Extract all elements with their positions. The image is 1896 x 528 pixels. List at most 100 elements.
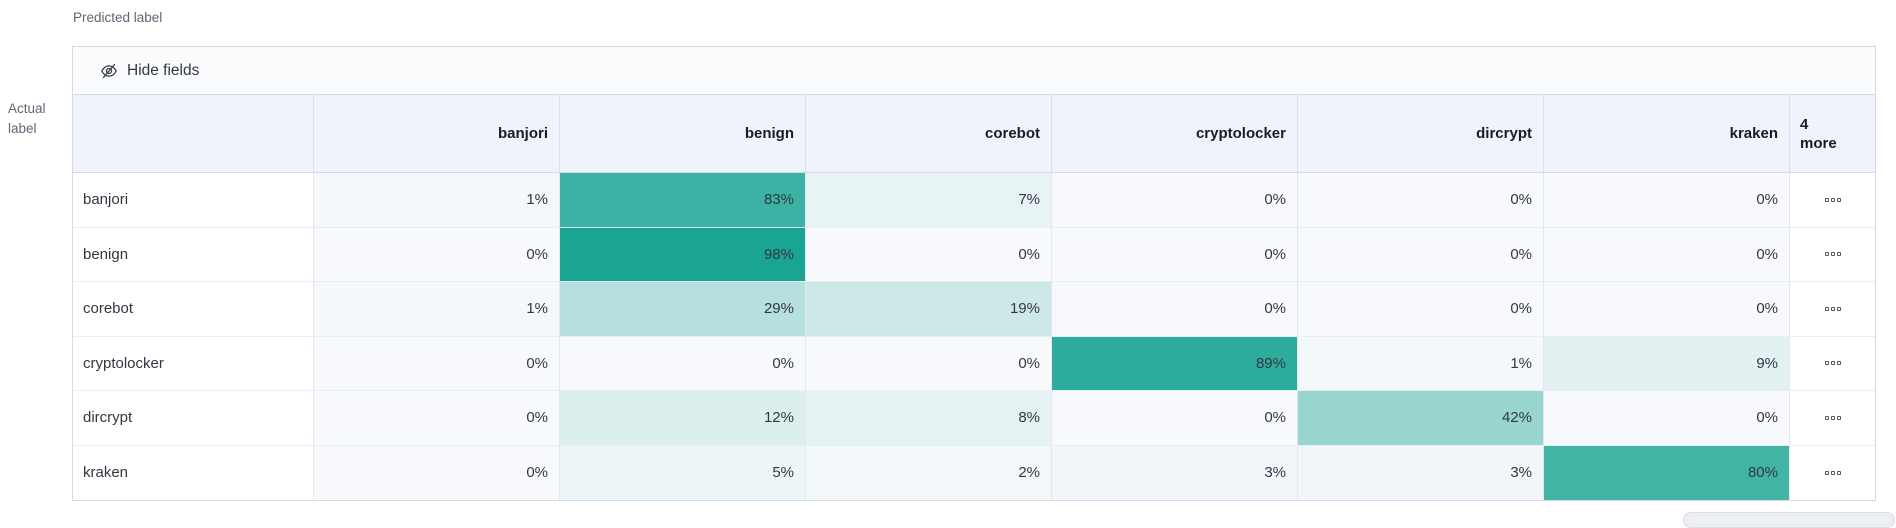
matrix-cell-corebot-dircrypt[interactable]: 0% bbox=[1298, 282, 1544, 337]
matrix-cell-benign-cryptolocker[interactable]: 0% bbox=[1052, 227, 1298, 282]
matrix-cell-corebot-corebot[interactable]: 19% bbox=[806, 282, 1052, 337]
matrix-cell-cryptolocker-kraken[interactable]: 9% bbox=[1544, 336, 1790, 391]
matrix-cell-benign-kraken[interactable]: 0% bbox=[1544, 227, 1790, 282]
box-dot bbox=[1836, 415, 1841, 420]
matrix-cell-corebot-cryptolocker[interactable]: 0% bbox=[1052, 282, 1298, 337]
box-dot bbox=[1836, 306, 1841, 311]
boxes-horizontal-icon bbox=[1824, 415, 1841, 420]
table-row-kraken: kraken 0% 5% 2% 3% 3% 80% bbox=[73, 445, 1875, 500]
more-column-count: 4 bbox=[1800, 115, 1809, 133]
row-more-actions-banjori[interactable] bbox=[1790, 173, 1875, 228]
hide-fields-button[interactable]: Hide fields bbox=[94, 58, 205, 84]
table-row-banjori: banjori 1% 83% 7% 0% 0% 0% bbox=[73, 173, 1875, 228]
column-header-dircrypt[interactable]: dircrypt bbox=[1298, 95, 1544, 172]
matrix-cell-banjori-banjori[interactable]: 1% bbox=[314, 173, 560, 228]
boxes-horizontal-icon bbox=[1824, 197, 1841, 202]
row-label-benign[interactable]: benign bbox=[73, 227, 314, 282]
row-label-corebot[interactable]: corebot bbox=[73, 282, 314, 337]
boxes-horizontal-icon bbox=[1824, 361, 1841, 366]
matrix-cell-kraken-cryptolocker[interactable]: 3% bbox=[1052, 445, 1298, 500]
corner-cell bbox=[73, 95, 314, 172]
matrix-cell-kraken-kraken[interactable]: 80% bbox=[1544, 445, 1790, 500]
box-dot bbox=[1830, 415, 1835, 420]
grid-rows: banjori 1% 83% 7% 0% 0% 0% benign 0% 98% 0% 0% 0% 0% c… bbox=[73, 173, 1875, 500]
row-label-cryptolocker[interactable]: cryptolocker bbox=[73, 336, 314, 391]
box-dot bbox=[1830, 306, 1835, 311]
boxes-horizontal-icon bbox=[1824, 470, 1841, 475]
actual-axis-label-line2: label bbox=[8, 121, 37, 136]
actual-axis-label: Actual label bbox=[8, 99, 60, 139]
matrix-cell-dircrypt-benign[interactable]: 12% bbox=[560, 391, 806, 446]
matrix-cell-benign-benign[interactable]: 98% bbox=[560, 227, 806, 282]
matrix-cell-banjori-benign[interactable]: 83% bbox=[560, 173, 806, 228]
matrix-cell-banjori-cryptolocker[interactable]: 0% bbox=[1052, 173, 1298, 228]
box-dot bbox=[1836, 197, 1841, 202]
column-header-benign[interactable]: benign bbox=[560, 95, 806, 172]
row-more-actions-benign[interactable] bbox=[1790, 227, 1875, 282]
row-more-actions-cryptolocker[interactable] bbox=[1790, 336, 1875, 391]
grid-header-row: banjori benign corebot cryptolocker dircrypt… bbox=[73, 95, 1875, 173]
table-row-benign: benign 0% 98% 0% 0% 0% 0% bbox=[73, 227, 1875, 282]
box-dot bbox=[1830, 197, 1835, 202]
row-label-kraken[interactable]: kraken bbox=[73, 445, 314, 500]
more-column-label: more bbox=[1800, 134, 1837, 152]
column-header-kraken[interactable]: kraken bbox=[1544, 95, 1790, 172]
confusion-matrix-grid: Hide fields banjori benign corebot cryptolo… bbox=[72, 46, 1876, 501]
table-row-dircrypt: dircrypt 0% 12% 8% 0% 42% 0% bbox=[73, 391, 1875, 446]
row-label-dircrypt[interactable]: dircrypt bbox=[73, 391, 314, 446]
matrix-cell-dircrypt-cryptolocker[interactable]: 0% bbox=[1052, 391, 1298, 446]
matrix-cell-benign-dircrypt[interactable]: 0% bbox=[1298, 227, 1544, 282]
boxes-horizontal-icon bbox=[1824, 306, 1841, 311]
box-dot bbox=[1836, 470, 1841, 475]
row-more-actions-dircrypt[interactable] bbox=[1790, 391, 1875, 446]
matrix-cell-cryptolocker-corebot[interactable]: 0% bbox=[806, 336, 1052, 391]
box-dot bbox=[1830, 361, 1835, 366]
matrix-cell-banjori-dircrypt[interactable]: 0% bbox=[1298, 173, 1544, 228]
box-dot bbox=[1830, 252, 1835, 257]
box-dot bbox=[1824, 361, 1829, 366]
column-header-banjori[interactable]: banjori bbox=[314, 95, 560, 172]
box-dot bbox=[1824, 306, 1829, 311]
matrix-cell-banjori-corebot[interactable]: 7% bbox=[806, 173, 1052, 228]
grid-toolbar: Hide fields bbox=[73, 47, 1875, 95]
hide-fields-label: Hide fields bbox=[127, 61, 200, 79]
matrix-cell-banjori-kraken[interactable]: 0% bbox=[1544, 173, 1790, 228]
matrix-cell-cryptolocker-dircrypt[interactable]: 1% bbox=[1298, 336, 1544, 391]
row-more-actions-corebot[interactable] bbox=[1790, 282, 1875, 337]
row-more-actions-kraken[interactable] bbox=[1790, 445, 1875, 500]
column-header-more[interactable]: 4 more bbox=[1790, 95, 1875, 172]
table-row-corebot: corebot 1% 29% 19% 0% 0% 0% bbox=[73, 282, 1875, 337]
matrix-cell-kraken-benign[interactable]: 5% bbox=[560, 445, 806, 500]
matrix-cell-benign-corebot[interactable]: 0% bbox=[806, 227, 1052, 282]
table-row-cryptolocker: cryptolocker 0% 0% 0% 89% 1% 9% bbox=[73, 336, 1875, 391]
matrix-cell-cryptolocker-benign[interactable]: 0% bbox=[560, 336, 806, 391]
box-dot bbox=[1836, 252, 1841, 257]
matrix-cell-dircrypt-banjori[interactable]: 0% bbox=[314, 391, 560, 446]
matrix-cell-dircrypt-dircrypt[interactable]: 42% bbox=[1298, 391, 1544, 446]
matrix-cell-cryptolocker-banjori[interactable]: 0% bbox=[314, 336, 560, 391]
matrix-cell-corebot-benign[interactable]: 29% bbox=[560, 282, 806, 337]
matrix-cell-corebot-kraken[interactable]: 0% bbox=[1544, 282, 1790, 337]
actual-axis-label-line1: Actual bbox=[8, 101, 46, 116]
matrix-cell-dircrypt-kraken[interactable]: 0% bbox=[1544, 391, 1790, 446]
predicted-axis-label: Predicted label bbox=[73, 10, 163, 25]
matrix-cell-kraken-dircrypt[interactable]: 3% bbox=[1298, 445, 1544, 500]
box-dot bbox=[1824, 470, 1829, 475]
box-dot bbox=[1836, 361, 1841, 366]
eye-closed-icon bbox=[101, 63, 117, 78]
box-dot bbox=[1830, 470, 1835, 475]
box-dot bbox=[1824, 415, 1829, 420]
matrix-cell-dircrypt-corebot[interactable]: 8% bbox=[806, 391, 1052, 446]
horizontal-scrollbar-thumb[interactable] bbox=[1683, 512, 1895, 528]
box-dot bbox=[1824, 252, 1829, 257]
matrix-cell-benign-banjori[interactable]: 0% bbox=[314, 227, 560, 282]
row-label-banjori[interactable]: banjori bbox=[73, 173, 314, 228]
column-header-corebot[interactable]: corebot bbox=[806, 95, 1052, 172]
boxes-horizontal-icon bbox=[1824, 252, 1841, 257]
matrix-cell-kraken-banjori[interactable]: 0% bbox=[314, 445, 560, 500]
matrix-cell-cryptolocker-cryptolocker[interactable]: 89% bbox=[1052, 336, 1298, 391]
matrix-cell-kraken-corebot[interactable]: 2% bbox=[806, 445, 1052, 500]
matrix-cell-corebot-banjori[interactable]: 1% bbox=[314, 282, 560, 337]
column-header-cryptolocker[interactable]: cryptolocker bbox=[1052, 95, 1298, 172]
box-dot bbox=[1824, 197, 1829, 202]
